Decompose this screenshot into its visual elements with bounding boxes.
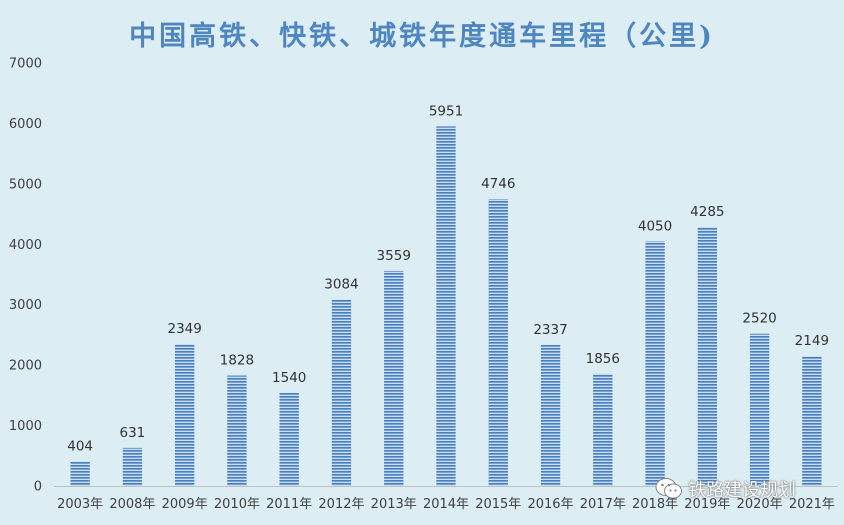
watermark-text: 铁路建设规划 — [688, 480, 796, 501]
bar — [384, 270, 404, 486]
x-tick-label: 2009年 — [162, 497, 208, 512]
bar — [436, 126, 456, 486]
bar — [749, 333, 770, 486]
y-tick-label: 4000 — [9, 238, 42, 253]
data-label: 3084 — [324, 277, 358, 293]
x-tick-label: 2012年 — [318, 497, 364, 512]
wechat-icon — [655, 478, 682, 499]
x-tick-label: 2013年 — [371, 497, 417, 512]
x-tick-label: 2017年 — [580, 497, 626, 512]
x-tick-label: 2016年 — [527, 497, 573, 512]
bar — [697, 227, 718, 486]
bar — [279, 392, 299, 486]
bar — [122, 447, 143, 486]
data-label: 2149 — [795, 333, 829, 349]
x-tick-label: 2020年 — [737, 497, 783, 512]
data-label: 404 — [67, 439, 93, 455]
data-label: 2520 — [742, 311, 776, 327]
data-label: 4746 — [481, 176, 515, 192]
y-tick-label: 7000 — [9, 57, 42, 72]
data-label: 3559 — [377, 248, 411, 264]
y-tick-label: 6000 — [9, 117, 42, 132]
y-tick-label: 0 — [34, 480, 42, 495]
chart-title: 中国高铁、快铁、城铁年度通车里程（公里) — [129, 21, 715, 52]
data-label: 631 — [120, 425, 146, 441]
bar — [540, 344, 561, 486]
bar — [70, 461, 90, 486]
data-label: 4285 — [690, 204, 724, 220]
data-label: 2349 — [167, 321, 201, 337]
data-label: 4050 — [638, 218, 672, 234]
y-tick-label: 2000 — [9, 359, 42, 374]
x-tick-label: 2018年 — [632, 497, 678, 512]
bar — [227, 375, 247, 486]
x-tick-label: 2015年 — [475, 497, 521, 512]
data-label: 1828 — [220, 353, 254, 369]
bar — [645, 241, 665, 486]
y-axis: 0 1000 2000 3000 4000 5000 6000 7000 — [9, 57, 42, 495]
x-tick-label: 2003年 — [57, 497, 103, 512]
bar — [331, 299, 352, 486]
x-tick-label: 2019年 — [684, 497, 730, 512]
bar — [593, 373, 613, 486]
bar — [174, 344, 195, 486]
watermark: 铁路建设规划 — [654, 476, 796, 502]
x-tick-label: 2014年 — [423, 497, 469, 512]
x-tick-label: 2011年 — [266, 497, 312, 512]
bars — [70, 126, 822, 486]
data-label: 5951 — [429, 103, 463, 119]
data-label: 1856 — [586, 351, 620, 367]
data-label: 1540 — [272, 370, 306, 386]
x-axis: 2003年 2008年 2009年 2010年 2011年 2012年 2013年 2014年… — [54, 486, 838, 512]
bar — [488, 199, 508, 486]
bar — [802, 356, 822, 486]
y-tick-label: 3000 — [9, 298, 42, 313]
data-label: 2337 — [533, 322, 567, 338]
x-tick-label: 2021年 — [789, 497, 835, 512]
x-tick-label: 2008年 — [109, 497, 155, 512]
y-tick-label: 1000 — [9, 419, 42, 434]
data-labels: 404 631 2349 1828 1540 3084 3559 5951 4746 2337 18… — [67, 103, 829, 454]
y-tick-label: 5000 — [9, 177, 42, 192]
x-tick-label: 2010年 — [214, 497, 260, 512]
